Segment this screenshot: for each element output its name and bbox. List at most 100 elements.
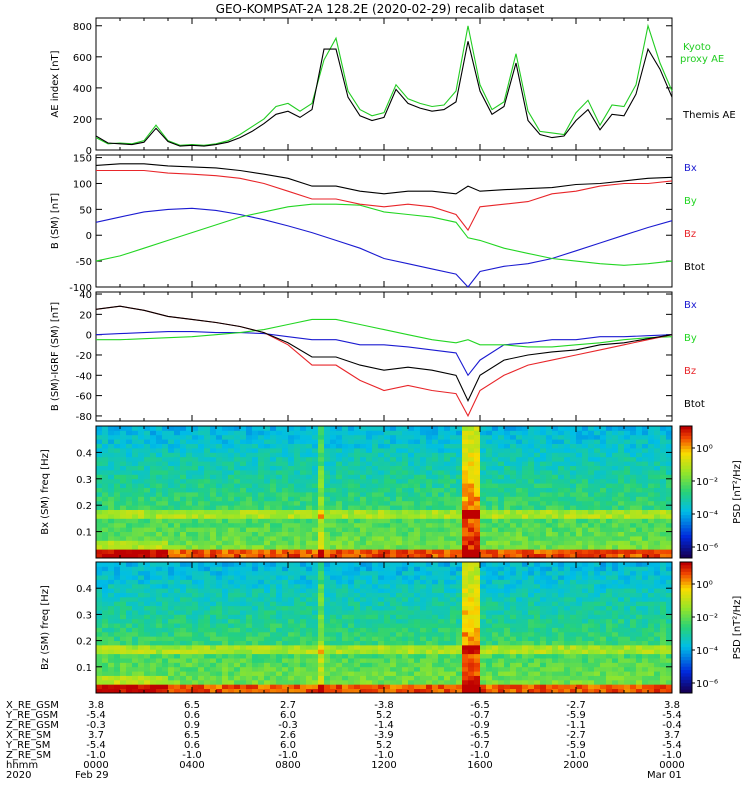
psd-cell (168, 588, 175, 593)
psd-cell (336, 588, 343, 593)
psd-cell (354, 653, 361, 659)
psd-cell (510, 443, 517, 449)
psd-cell (138, 461, 145, 466)
psd-cell (270, 456, 277, 462)
psd-cell (312, 536, 319, 541)
psd-cell (168, 478, 175, 484)
psd-cell (276, 474, 283, 480)
psd-cell (534, 505, 541, 510)
psd-cell (432, 452, 439, 458)
psd-cell (102, 536, 109, 541)
psd-cell (234, 562, 241, 567)
psd-cell (306, 671, 313, 676)
psd-cell (204, 544, 211, 550)
psd-cell (228, 649, 235, 655)
psd-cell (186, 439, 193, 444)
psd-cell (432, 570, 439, 576)
psd-cell (108, 536, 115, 541)
psd-cell (468, 465, 475, 471)
psd-cell (384, 627, 391, 633)
psd-cell (312, 505, 319, 510)
psd-cell (366, 439, 373, 444)
psd-cell (654, 465, 661, 471)
psd-cell (378, 434, 385, 440)
psd-cell (144, 596, 151, 602)
psd-cell (108, 592, 115, 598)
psd-cell (282, 684, 289, 690)
psd-cell (474, 452, 481, 458)
psd-cell (222, 434, 229, 440)
psd-cell (588, 448, 595, 453)
psd-cell (336, 527, 343, 532)
psd-cell (456, 540, 463, 546)
psd-cell (324, 666, 331, 672)
psd-cell (528, 426, 535, 431)
psd-cell (120, 465, 127, 471)
psd-cell (144, 553, 151, 559)
psd-cell (558, 536, 565, 541)
psd-cell (114, 605, 121, 611)
psd-cell (294, 549, 301, 554)
psd-cell (552, 518, 559, 524)
psd-cell (234, 483, 241, 488)
psd-cell (636, 448, 643, 453)
psd-cell (132, 601, 139, 607)
psd-cell (282, 500, 289, 506)
psd-cell (168, 640, 175, 646)
psd-cell (588, 434, 595, 440)
psd-cell (552, 448, 559, 453)
psd-cell (288, 675, 295, 681)
psd-cell (114, 553, 121, 559)
psd-cell (300, 474, 307, 480)
psd-cell (324, 675, 331, 681)
psd-cell (150, 610, 157, 615)
psd-cell (246, 439, 253, 444)
psd-cell (540, 439, 547, 444)
psd-cell (156, 492, 163, 497)
psd-cell (588, 522, 595, 528)
psd-cell (186, 540, 193, 546)
psd-cell (486, 544, 493, 550)
psd-cell (150, 522, 157, 528)
psd-cell (588, 465, 595, 471)
psd-cell (312, 483, 319, 488)
psd-cell (492, 478, 499, 484)
psd-cell (390, 492, 397, 497)
psd-cell (390, 509, 397, 515)
psd-cell (384, 579, 391, 585)
psd-cell (270, 627, 277, 633)
psd-cell (156, 592, 163, 598)
psd-cell (516, 474, 523, 480)
psd-cell (354, 583, 361, 589)
psd-cell (546, 452, 553, 458)
psd-cell (264, 465, 271, 471)
psd-cell (318, 583, 325, 589)
psd-cell (222, 483, 229, 488)
psd-cell (354, 487, 361, 493)
psd-cell (264, 601, 271, 607)
psd-cell (600, 496, 607, 502)
psd-cell (408, 575, 415, 580)
y-axis-label: AE index [nT] (50, 50, 61, 117)
psd-cell (210, 675, 217, 681)
psd-cell (252, 518, 259, 524)
psd-cell (168, 456, 175, 462)
psd-cell (576, 509, 583, 515)
psd-cell (282, 649, 289, 655)
psd-cell (150, 636, 157, 641)
psd-cell (390, 649, 397, 655)
psd-cell (234, 671, 241, 676)
psd-cell (324, 496, 331, 502)
colorbar-cell (680, 452, 692, 457)
psd-cell (144, 623, 151, 628)
psd-cell (570, 452, 577, 458)
psd-cell (444, 500, 451, 506)
psd-cell (612, 456, 619, 462)
psd-cell (174, 623, 181, 628)
psd-cell (156, 653, 163, 659)
psd-cell (96, 439, 103, 444)
psd-cell (324, 518, 331, 524)
psd-cell (126, 666, 133, 672)
psd-cell (222, 575, 229, 580)
psd-cell (558, 553, 565, 559)
